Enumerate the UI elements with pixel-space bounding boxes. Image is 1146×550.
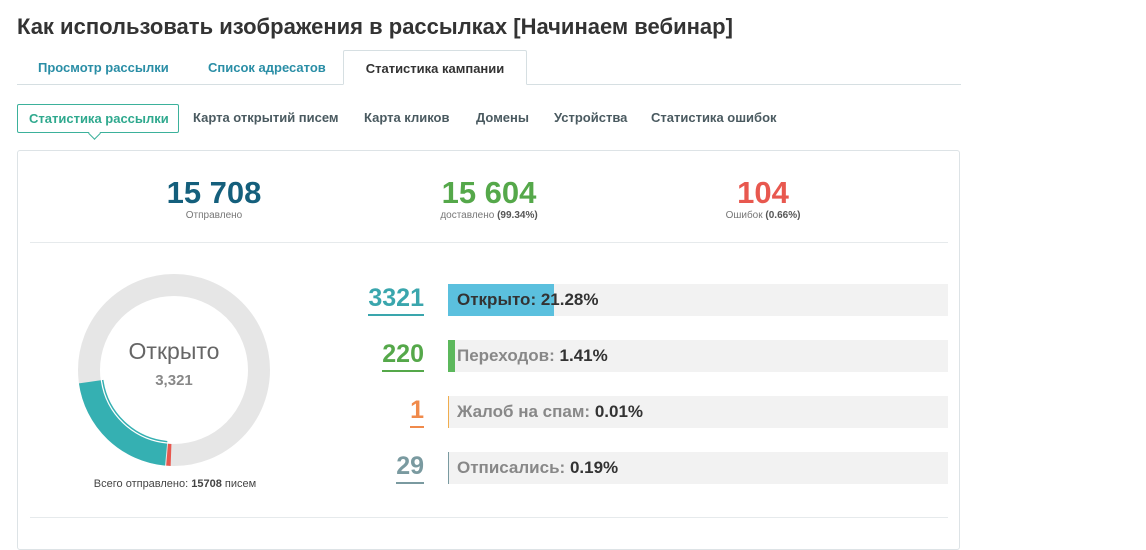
donut-error-segment (78, 274, 270, 466)
total-prefix: Всего отправлено: (93, 478, 189, 490)
total-suffix: писем (224, 478, 257, 490)
subtab-open-map[interactable]: Карта открытий писем (193, 110, 339, 125)
errors-label-text: Ошибок (725, 210, 763, 221)
delivered-count: 15 604 (441, 175, 537, 210)
donut-track (78, 274, 270, 466)
sent-stat: 15 708 Отправлено (114, 175, 314, 222)
opened-bar: Открыто: 21.28% (448, 284, 948, 316)
errors-stat: 104 Ошибок (0.66%) (663, 175, 863, 222)
spam-count-link[interactable]: 1 (410, 395, 424, 428)
unsubscribed-percent: 0.19% (569, 458, 619, 477)
subtab-mailing-stats[interactable]: Статистика рассылки (17, 104, 179, 133)
summary-divider (30, 242, 948, 243)
unsubscribed-count-link[interactable]: 29 (396, 451, 424, 484)
subtab-devices[interactable]: Устройства (554, 110, 628, 125)
unsubscribed-bar: Отписались: 0.19% (448, 452, 948, 484)
bottom-divider (30, 517, 948, 518)
errors-percent: (0.66%) (765, 210, 801, 221)
donut-center-value: 3,321 (155, 372, 193, 389)
errors-label: Ошибок (0.66%) (663, 210, 863, 221)
donut-center-label: Открыто (128, 338, 220, 364)
clicks-bar-fill (448, 340, 456, 372)
clicks-bar: Переходов: 1.41% (448, 340, 948, 372)
total-sent: Всего отправлено: 15708 писем (30, 478, 320, 490)
delivered-label-text: доставлено (440, 210, 495, 221)
errors-count: 104 (737, 175, 789, 210)
opened-percent: 21.28% (540, 290, 599, 309)
sent-count: 15 708 (166, 175, 262, 210)
spam-label: Жалоб на спам: (457, 402, 591, 421)
opened-bar-label: Открыто: 21.28% (457, 284, 599, 316)
spam-bar-fill (448, 396, 449, 428)
donut-inner-ring (101, 297, 247, 443)
subtab-error-stats[interactable]: Статистика ошибок (651, 110, 777, 125)
opened-bar-fill (448, 284, 555, 316)
delivered-stat: 15 604 доставлено (99.34%) (389, 175, 589, 222)
clicks-percent: 1.41% (559, 346, 608, 365)
opened-label: Открыто: (457, 290, 537, 309)
subtab-click-map[interactable]: Карта кликов (364, 110, 450, 125)
page-title: Как использовать изображения в рассылках… (17, 14, 733, 39)
spam-bar: Жалоб на спам: 0.01% (448, 396, 948, 428)
unsubscribed-bar-label: Отписались: 0.19% (457, 452, 618, 484)
unsubscribed-label: Отписались: (457, 458, 566, 477)
tab-recipients[interactable]: Список адресатов (208, 60, 326, 75)
clicks-label: Переходов: (457, 346, 555, 365)
spam-percent: 0.01% (594, 402, 644, 421)
tab-preview[interactable]: Просмотр рассылки (38, 60, 169, 75)
opened-count-link[interactable]: 3321 (368, 283, 424, 316)
open-rate-donut (77, 274, 270, 466)
delivered-label: доставлено (99.34%) (389, 210, 589, 221)
clicks-count-link[interactable]: 220 (382, 339, 424, 372)
tab-campaign-stats[interactable]: Статистика кампании (343, 50, 527, 85)
total-count: 15708 (191, 478, 222, 490)
donut-open-segment (77, 274, 270, 466)
sent-label: Отправлено (185, 210, 243, 221)
subtab-domains[interactable]: Домены (476, 110, 529, 125)
clicks-bar-label: Переходов: 1.41% (457, 340, 608, 372)
campaign-tabs: Просмотр рассылки Список адресатов Стати… (17, 50, 961, 85)
unsubscribed-bar-fill (448, 452, 449, 484)
spam-bar-label: Жалоб на спам: 0.01% (457, 396, 643, 428)
delivered-percent: (99.34%) (497, 210, 538, 221)
